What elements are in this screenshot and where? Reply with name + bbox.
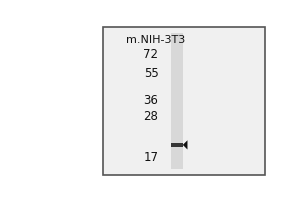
Bar [171,143,183,147]
Text: 55: 55 [144,67,158,80]
Text: 36: 36 [143,95,158,108]
Text: 28: 28 [143,110,158,123]
Bar [103,27,266,175]
Bar [171,33,183,169]
Text: 72: 72 [143,48,158,61]
Text: m.NIH-3T3: m.NIH-3T3 [126,35,185,45]
Polygon shape [183,140,188,150]
Text: 17: 17 [143,151,158,164]
